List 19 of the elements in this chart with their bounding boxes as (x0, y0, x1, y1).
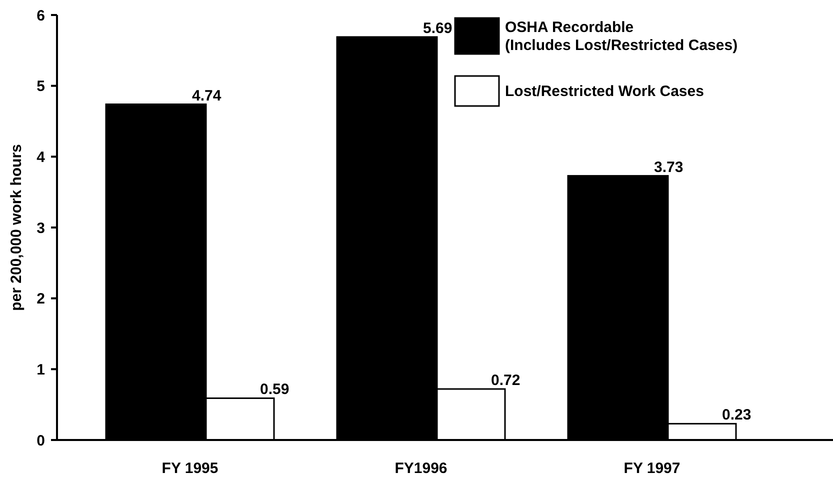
x-tick-label: FY 1995 (162, 460, 218, 477)
x-tick-label: FY1996 (394, 460, 448, 477)
data-label: 3.73 (654, 158, 684, 176)
y-tick-label: 3 (36, 220, 45, 237)
y-tick-label: 4 (36, 148, 46, 166)
data-label: 5.69 (423, 20, 452, 37)
data-label: 4.74 (192, 87, 222, 104)
y-tick-label: 0 (36, 432, 45, 450)
x-tick-label: FY 1997 (624, 460, 680, 477)
y-tick-label: 5 (36, 78, 45, 96)
data-label: 0.59 (260, 381, 290, 398)
y-tick-label: 2 (36, 290, 45, 308)
legend-label: OSHA Recordable (Includes Lost/Restricted Cases) (505, 19, 738, 54)
y-axis-title: per 200,000 work hours (8, 144, 25, 311)
data-label: 0.72 (491, 372, 520, 389)
y-tick-label: 1 (36, 361, 45, 378)
legend-label: Lost/Restricted Work Cases (505, 83, 704, 100)
y-tick-label: 6 (36, 7, 45, 24)
data-label: 0.23 (722, 406, 752, 424)
